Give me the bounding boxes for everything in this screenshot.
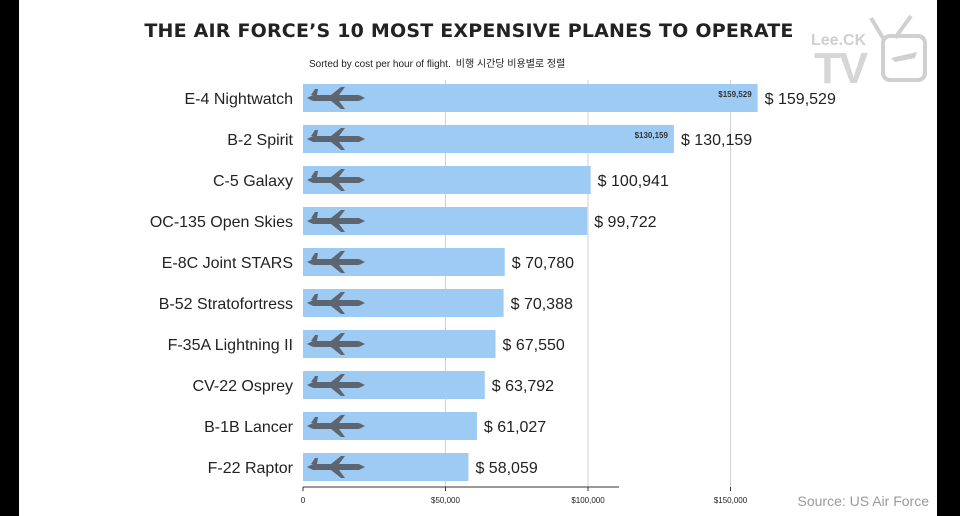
chart-panel: THE AIR FORCE’S 10 MOST EXPENSIVE PLANES… <box>19 0 937 516</box>
category-label: OC-135 Open Skies <box>150 214 293 231</box>
category-label: B-2 Spirit <box>227 132 293 149</box>
category-label: B-52 Stratofortress <box>159 296 293 313</box>
x-tick-label: $100,000 <box>571 496 605 505</box>
bar-chart: E-4 Nightwatch $ 159,529 $159,529 B-2 Spiri… <box>150 80 836 505</box>
f22-jet-icon <box>307 456 365 478</box>
e4-plane-icon <box>307 87 365 109</box>
x-tick-label: $50,000 <box>431 496 460 505</box>
tv-antenna-icon <box>869 14 927 82</box>
value-label: $ 70,780 <box>512 255 574 272</box>
b52-plane-icon <box>307 292 365 314</box>
category-label: F-22 Raptor <box>208 460 294 477</box>
source-note: Source: US Air Force <box>797 493 930 509</box>
value-label: $ 99,722 <box>594 214 656 231</box>
category-label: E-8C Joint STARS <box>162 255 293 272</box>
chart-title: THE AIR FORCE’S 10 MOST EXPENSIVE PLANES… <box>144 20 794 42</box>
e8c-plane-icon <box>307 251 365 273</box>
category-label: CV-22 Osprey <box>193 378 293 395</box>
value-label: $ 58,059 <box>475 460 537 477</box>
category-label: B-1B Lancer <box>204 419 294 436</box>
b2-bomber-icon <box>307 128 365 150</box>
inner-value-label: $159,529 <box>718 90 752 99</box>
f35-jet-icon <box>307 333 365 355</box>
oc135-plane-icon <box>307 210 365 232</box>
value-label: $ 67,550 <box>503 337 565 354</box>
x-tick-label: 0 <box>301 496 306 505</box>
b1b-bomber-icon <box>307 415 365 437</box>
category-label: C-5 Galaxy <box>213 173 293 190</box>
c5-plane-icon <box>307 169 365 191</box>
value-label: $ 159,529 <box>765 91 836 108</box>
logo-top-text: Lee.CK <box>811 32 867 49</box>
bar <box>303 84 758 112</box>
value-label: $ 70,388 <box>511 296 573 313</box>
inner-value-label: $130,159 <box>635 131 669 140</box>
value-label: $ 130,159 <box>681 132 752 149</box>
channel-logo: Lee.CK TV <box>811 12 931 93</box>
x-tick-label: $150,000 <box>714 496 748 505</box>
subtitle-english: Sorted by cost per hour of flight. <box>309 59 451 70</box>
category-label: F-35A Lightning II <box>168 337 293 354</box>
subtitle-korean: 비행 시간당 비용별로 정렬 <box>455 59 566 70</box>
value-label: $ 63,792 <box>492 378 554 395</box>
cv22-tiltrotor-icon <box>307 374 365 396</box>
category-label: E-4 Nightwatch <box>185 91 294 108</box>
value-label: $ 61,027 <box>484 419 546 436</box>
logo-bottom-text: TV <box>814 44 868 93</box>
value-label: $ 100,941 <box>598 173 669 190</box>
chart-subtitle: Sorted by cost per hour of flight. 비행 시간당… <box>309 55 565 70</box>
